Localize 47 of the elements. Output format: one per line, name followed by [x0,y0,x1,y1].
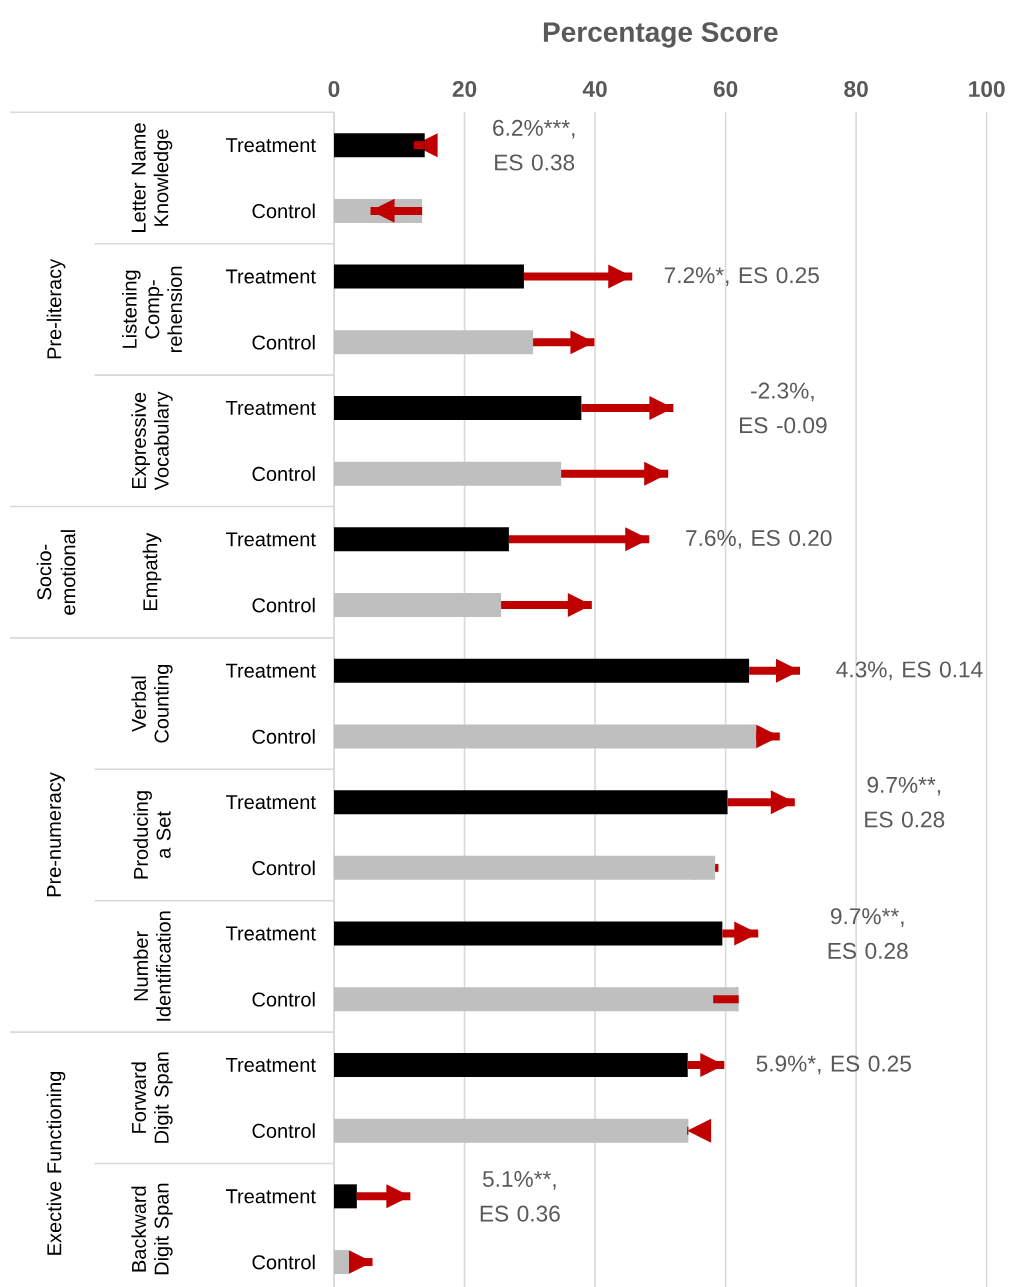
y-tick-label: Control [252,597,315,613]
y-tick-label: Treatment [226,795,316,810]
y-tick-label: Treatment [226,1057,316,1072]
text: Forward Digit Span [131,1052,173,1143]
y-tick-label: Control [252,203,315,219]
y-tick-label: Control [252,1254,315,1270]
text: Number Identification [133,911,171,1021]
annotation: 9.7%**, ES 0.28 [865,776,945,828]
y-tick-label: Treatment [226,663,316,678]
text: Expressive Vocabulary [131,391,173,491]
text: Letter Name Knowledge [131,123,173,232]
x-axis-title: Percentage Score [543,22,778,48]
x-tick-label: 0 [328,80,340,97]
x-tick-label: 100 [969,80,1005,97]
y-tick-label: Treatment [226,1189,316,1204]
y-tick-label: Control [252,860,315,876]
y-tick-label: Control [252,334,315,350]
annotation: -2.3%, ES -0.09 [740,382,827,434]
y-tick-label: Control [252,991,315,1007]
y-tick-label: Treatment [226,926,316,941]
text: Producing a Set [133,791,171,879]
text: Pre-literacy [46,258,66,359]
x-tick-label: 80 [844,80,868,97]
annotation: 5.9%*, ES 0.25 [756,1055,911,1075]
text: Listening Comp-rehension [121,266,182,353]
x-tick-label: 40 [582,80,607,97]
annotation: 7.6%, ES 0.20 [686,530,832,549]
y-tick-label: Control [252,729,315,744]
text: Pre-numeracy [47,772,65,897]
y-tick-label: Treatment [226,532,316,547]
annotation: 6.2%***, ES 0.38 [493,119,575,171]
text: Empathy [142,532,162,611]
x-tick-label: 20 [452,80,477,97]
x-tick-label: 60 [713,80,738,97]
y-tick-label: Treatment [226,138,316,153]
annotation: 9.7%**, ES 0.28 [828,908,908,959]
text: Socio-emotional [36,530,76,615]
annotation: 7.2%*, ES 0.25 [664,267,819,286]
annotation: 5.1%**, ES 0.36 [480,1171,560,1222]
y-tick-label: Treatment [226,269,316,284]
y-tick-label: Treatment [226,401,316,415]
text: Exective Functioning [46,1071,66,1255]
text: Backward Digit Span [131,1183,173,1275]
y-tick-label: Control [252,1123,315,1138]
text: Verbal Counting [131,664,173,743]
y-tick-label: Control [252,466,315,482]
annotation: 4.3%, ES 0.14 [836,661,983,681]
